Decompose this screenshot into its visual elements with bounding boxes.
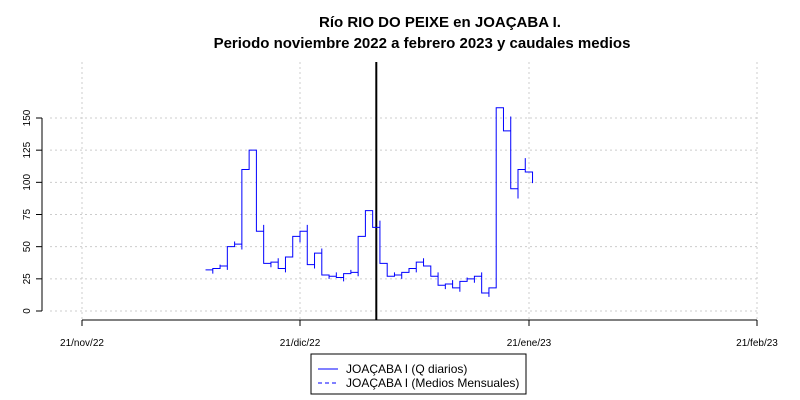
legend-label-daily: JOAÇABA I (Q diarios)	[346, 362, 467, 376]
y-tick-label: 100	[22, 174, 33, 191]
grid-lines	[50, 62, 760, 320]
legend: JOAÇABA I (Q diarios) JOAÇABA I (Medios …	[310, 353, 527, 395]
axes: 0 25 50 75 100 125 150 21/nov/22 21/dic/22 21/ene…	[22, 109, 778, 349]
y-tick-label: 50	[22, 241, 33, 253]
series-daily-line	[205, 107, 534, 297]
x-tick-label: 21/ene/23	[507, 338, 552, 349]
y-tick-label: 125	[22, 141, 33, 158]
chart-title: Río RIO DO PEIXE en JOAÇABA I.	[319, 14, 561, 31]
legend-box	[310, 353, 527, 395]
chart-subtitle: Periodo noviembre 2022 a febrero 2023 y …	[214, 35, 631, 52]
y-tick-label: 150	[22, 109, 33, 126]
y-tick-label: 0	[22, 308, 33, 314]
x-tick-label: 21/feb/23	[736, 338, 778, 349]
x-tick-label: 21/dic/22	[280, 338, 321, 349]
y-tick-label: 75	[22, 209, 33, 221]
plot-area	[205, 62, 534, 320]
legend-label-monthly: JOAÇABA I (Medios Mensuales)	[346, 376, 519, 390]
x-tick-label: 21/nov/22	[60, 338, 104, 349]
y-tick-label: 25	[22, 273, 33, 285]
